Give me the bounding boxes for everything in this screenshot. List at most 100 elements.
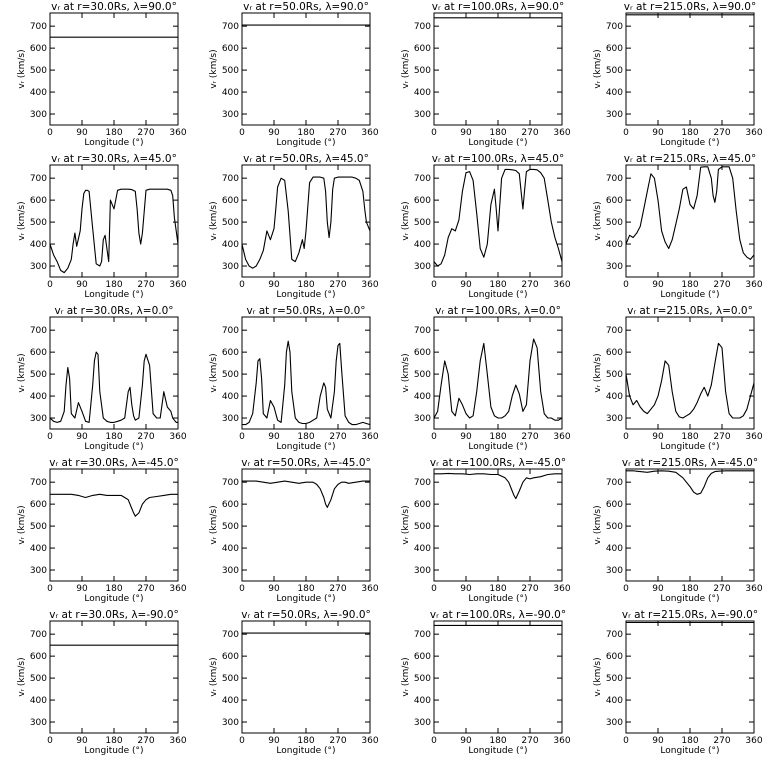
panel-4-1-xtick-label: 0 (239, 736, 245, 746)
panel-1-0-xtick-label: 180 (105, 280, 122, 290)
panel-1-3-title: vᵣ at r=215.0Rs, λ=45.0° (624, 153, 756, 165)
panel-2-3-xtick-label: 360 (745, 432, 762, 442)
panel-0-1-xtick-label: 360 (361, 128, 378, 138)
panel-4-1-xtick-label: 360 (361, 736, 378, 746)
panel-2-2-ytick-label: 300 (414, 414, 431, 424)
panel-3-0-ytick-label: 300 (30, 566, 47, 576)
panel-1-2-ytick-label: 600 (414, 196, 431, 206)
panel-4-3-title: vᵣ at r=215.0Rs, λ=-90.0° (622, 609, 758, 621)
panel-0-0: vᵣ at r=30.0Rs, λ=90.0° 0 90 180 270 360 300 40… (17, 1, 187, 148)
panel-4-0-title: vᵣ at r=30.0Rs, λ=-90.0° (49, 609, 179, 621)
panel-0-3-ytick-label: 700 (606, 22, 623, 32)
panel-3-1-xlabel: Longitude (°) (276, 594, 335, 604)
panel-2-2-xtick-label: 360 (553, 432, 570, 442)
panel-3-2-xtick-label: 270 (521, 584, 538, 594)
panel-2-0-ytick-label: 500 (30, 370, 47, 380)
panel-4-0-ytick-label: 400 (30, 696, 47, 706)
panel-2-1-xtick-label: 0 (239, 432, 245, 442)
panel-4-2: vᵣ at r=100.0Rs, λ=-90.0° 0 90 180 270 360 300… (401, 609, 571, 756)
panel-1-0-ylabel: vᵣ (km/s) (17, 201, 27, 240)
panel-2-0-xtick-label: 270 (137, 432, 154, 442)
panel-4-3-xtick-label: 180 (681, 736, 698, 746)
panel-4-1-xlabel: Longitude (°) (276, 746, 335, 756)
panel-1-0-ytick-label: 400 (30, 240, 47, 250)
panel-2-3-title: vᵣ at r=215.0Rs, λ=0.0° (627, 305, 753, 317)
panel-4-3-xtick-label: 360 (745, 736, 762, 746)
panel-2-1-ytick-label: 500 (222, 370, 239, 380)
panel-1-3-series-line (626, 166, 754, 260)
panel-1-1-xtick-label: 270 (329, 280, 346, 290)
panel-3-1-series-line (242, 480, 370, 508)
panel-0-2-ytick-label: 600 (414, 44, 431, 54)
panel-1-3-xtick-label: 0 (623, 280, 629, 290)
panel-3-1: vᵣ at r=50.0Rs, λ=-45.0° 0 90 180 270 360 300 4… (209, 457, 379, 604)
panel-4-0-ylabel: vᵣ (km/s) (17, 657, 27, 696)
panel-2-2-xtick-label: 270 (521, 432, 538, 442)
panel-0-1-xtick-label: 270 (329, 128, 346, 138)
panel-4-0-ytick-label: 600 (30, 652, 47, 662)
panel-0-2-xlabel: Longitude (°) (468, 138, 527, 148)
panel-3-1-xtick-label: 270 (329, 584, 346, 594)
panel-2-2-ylabel: vᵣ (km/s) (401, 353, 411, 392)
panel-0-3-ytick-label: 500 (606, 66, 623, 76)
panel-2-1-series-line (242, 340, 370, 426)
panel-1-0-xtick-label: 360 (169, 280, 186, 290)
panel-1-3-ytick-label: 400 (606, 240, 623, 250)
panel-2-1-ytick-label: 400 (222, 392, 239, 402)
panel-3-1-xtick-label: 360 (361, 584, 378, 594)
panel-0-3-ytick-label: 600 (606, 44, 623, 54)
panel-4-1-ytick-label: 500 (222, 674, 239, 684)
panel-0-1-ytick-label: 500 (222, 66, 239, 76)
panel-4-3-xlabel: Longitude (°) (660, 746, 719, 756)
panel-4-2-ytick-label: 400 (414, 696, 431, 706)
panel-4-1-xtick-label: 270 (329, 736, 346, 746)
panel-1-3-ytick-label: 700 (606, 174, 623, 184)
panel-3-3-ytick-label: 400 (606, 544, 623, 554)
panel-4-3-ylabel: vᵣ (km/s) (593, 657, 603, 696)
panel-4-3-ytick-label: 500 (606, 674, 623, 684)
panel-0-3: vᵣ at r=215.0Rs, λ=90.0° 0 90 180 270 360 300 4… (593, 1, 763, 148)
panel-1-1-ytick-label: 600 (222, 196, 239, 206)
panel-4-3-ytick-label: 600 (606, 652, 623, 662)
panel-1-2-title: vᵣ at r=100.0Rs, λ=45.0° (432, 153, 564, 165)
panel-4-0-xtick-label: 180 (105, 736, 122, 746)
panel-3-1-ytick-label: 300 (222, 566, 239, 576)
panel-0-1-ytick-label: 400 (222, 88, 239, 98)
panel-4-0-xtick-label: 360 (169, 736, 186, 746)
panel-4-3-ytick-label: 300 (606, 718, 623, 728)
panel-1-2: vᵣ at r=100.0Rs, λ=45.0° 0 90 180 270 360 300 4… (401, 153, 571, 300)
panel-0-0-ytick-label: 300 (30, 110, 47, 120)
panel-4-2-xtick-label: 0 (431, 736, 437, 746)
panel-2-2-xtick-label: 0 (431, 432, 437, 442)
panel-0-2-ytick-label: 400 (414, 88, 431, 98)
panel-3-0-xtick-label: 90 (76, 584, 88, 594)
panel-3-1-xtick-label: 0 (239, 584, 245, 594)
panel-3-0-ytick-label: 400 (30, 544, 47, 554)
panel-3-3-xtick-label: 90 (652, 584, 664, 594)
panel-0-2: vᵣ at r=100.0Rs, λ=90.0° 0 90 180 270 360 300 4… (401, 1, 571, 148)
panel-2-2-ytick-label: 600 (414, 348, 431, 358)
panel-1-0: vᵣ at r=30.0Rs, λ=45.0° 0 90 180 270 360 300 40… (17, 153, 187, 300)
panel-0-3-ytick-label: 300 (606, 110, 623, 120)
panel-1-1-xtick-label: 0 (239, 280, 245, 290)
panel-4-3-xtick-label: 270 (713, 736, 730, 746)
panel-2-2-xtick-label: 90 (460, 432, 472, 442)
panel-4-1-xtick-label: 90 (268, 736, 280, 746)
panel-2-1-title: vᵣ at r=50.0Rs, λ=0.0° (246, 305, 365, 317)
panel-4-2-xtick-label: 270 (521, 736, 538, 746)
panel-3-3-ytick-label: 300 (606, 566, 623, 576)
panel-1-0-ytick-label: 600 (30, 196, 47, 206)
panel-2-0-xlabel: Longitude (°) (84, 442, 143, 452)
panel-4-0-xlabel: Longitude (°) (84, 746, 143, 756)
panel-0-3-xlabel: Longitude (°) (660, 138, 719, 148)
panel-4-1-ytick-label: 700 (222, 630, 239, 640)
panel-1-1-xlabel: Longitude (°) (276, 290, 335, 300)
panel-2-0-series-line (50, 351, 178, 423)
panel-3-3-ytick-label: 500 (606, 522, 623, 532)
panel-1-2-xtick-label: 90 (460, 280, 472, 290)
panel-1-0-title: vᵣ at r=30.0Rs, λ=45.0° (51, 153, 177, 165)
panel-0-1-xlabel: Longitude (°) (276, 138, 335, 148)
panel-2-0-xtick-label: 0 (47, 432, 53, 442)
panel-3-1-ytick-label: 400 (222, 544, 239, 554)
